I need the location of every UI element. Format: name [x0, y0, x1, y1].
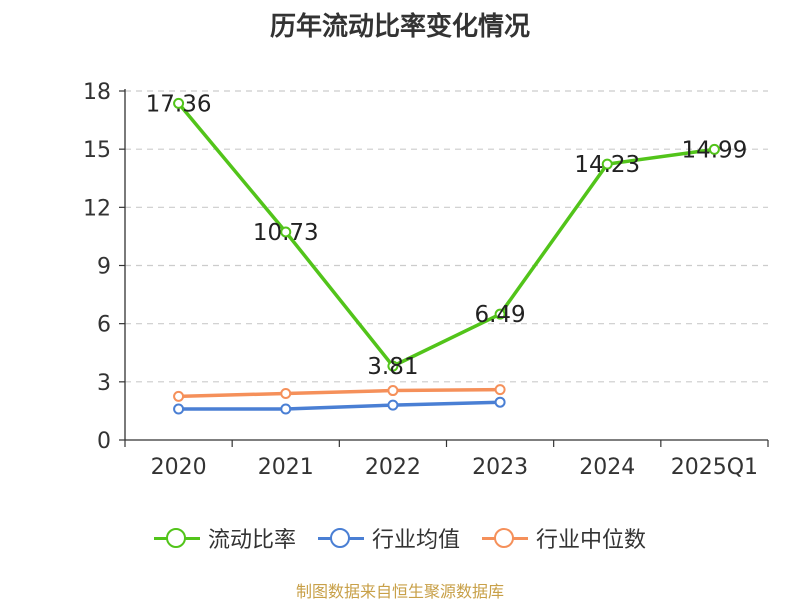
data-point [601, 158, 613, 170]
x-tick-label: 2025Q1 [671, 455, 758, 480]
series-line-1 [176, 400, 502, 411]
data-point [173, 390, 185, 402]
y-tick-label: 18 [83, 80, 111, 105]
x-tick-label: 2024 [579, 455, 635, 480]
data-point [280, 226, 292, 238]
data-point [173, 97, 185, 109]
data-point [387, 399, 399, 411]
series-lines [173, 97, 720, 415]
y-tick-label: 6 [97, 313, 111, 338]
data-label: 14.23 [574, 152, 640, 178]
legend-item[interactable]: 行业均值 [317, 522, 460, 554]
source-note: 制图数据来自恒生聚源数据库 [295, 582, 504, 601]
axes: 0 3 6 9 12 15 18 2020 2021 2022 2023 2024 2025Q1 [83, 80, 769, 480]
data-point [280, 387, 292, 399]
data-label: 17.36 [146, 91, 212, 117]
grid-lines [125, 90, 768, 383]
y-tick-label: 9 [97, 255, 111, 280]
legend-swatch [317, 528, 364, 548]
data-label: 3.81 [367, 354, 418, 380]
data-point [173, 403, 185, 415]
data-point [494, 308, 506, 320]
data-point [387, 360, 399, 372]
y-tick-label: 12 [83, 196, 111, 221]
data-labels: 17.36 10.73 3.81 6.49 14.23 14.99 [146, 91, 748, 380]
legend: 流动比率 行业均值 行业中位数 [0, 518, 800, 558]
data-point [280, 403, 292, 415]
data-label: 10.73 [253, 220, 319, 246]
data-point [387, 385, 399, 397]
data-point [708, 143, 720, 155]
x-tick-label: 2022 [365, 455, 421, 480]
legend-item[interactable]: 行业中位数 [482, 522, 646, 554]
legend-swatch [153, 528, 200, 548]
legend-label: 行业中位数 [536, 528, 647, 553]
data-point [494, 396, 506, 408]
y-tick-label: 3 [97, 371, 111, 396]
x-tick-label: 2020 [151, 455, 207, 480]
series-line-2 [176, 387, 502, 399]
y-tick-label: 0 [97, 429, 111, 454]
data-label: 14.99 [681, 137, 747, 163]
y-tick-label: 15 [83, 138, 111, 163]
series-line-0 [176, 101, 717, 368]
data-label: 6.49 [474, 302, 525, 328]
legend-label: 流动比率 [207, 528, 296, 553]
legend-item[interactable]: 流动比率 [153, 522, 296, 554]
data-point [494, 384, 506, 396]
chart-title: 历年流动比率变化情况 [269, 12, 530, 42]
x-tick-label: 2023 [472, 455, 528, 480]
legend-label: 行业均值 [371, 528, 460, 553]
legend-swatch [482, 528, 528, 548]
x-tick-label: 2021 [258, 455, 314, 480]
